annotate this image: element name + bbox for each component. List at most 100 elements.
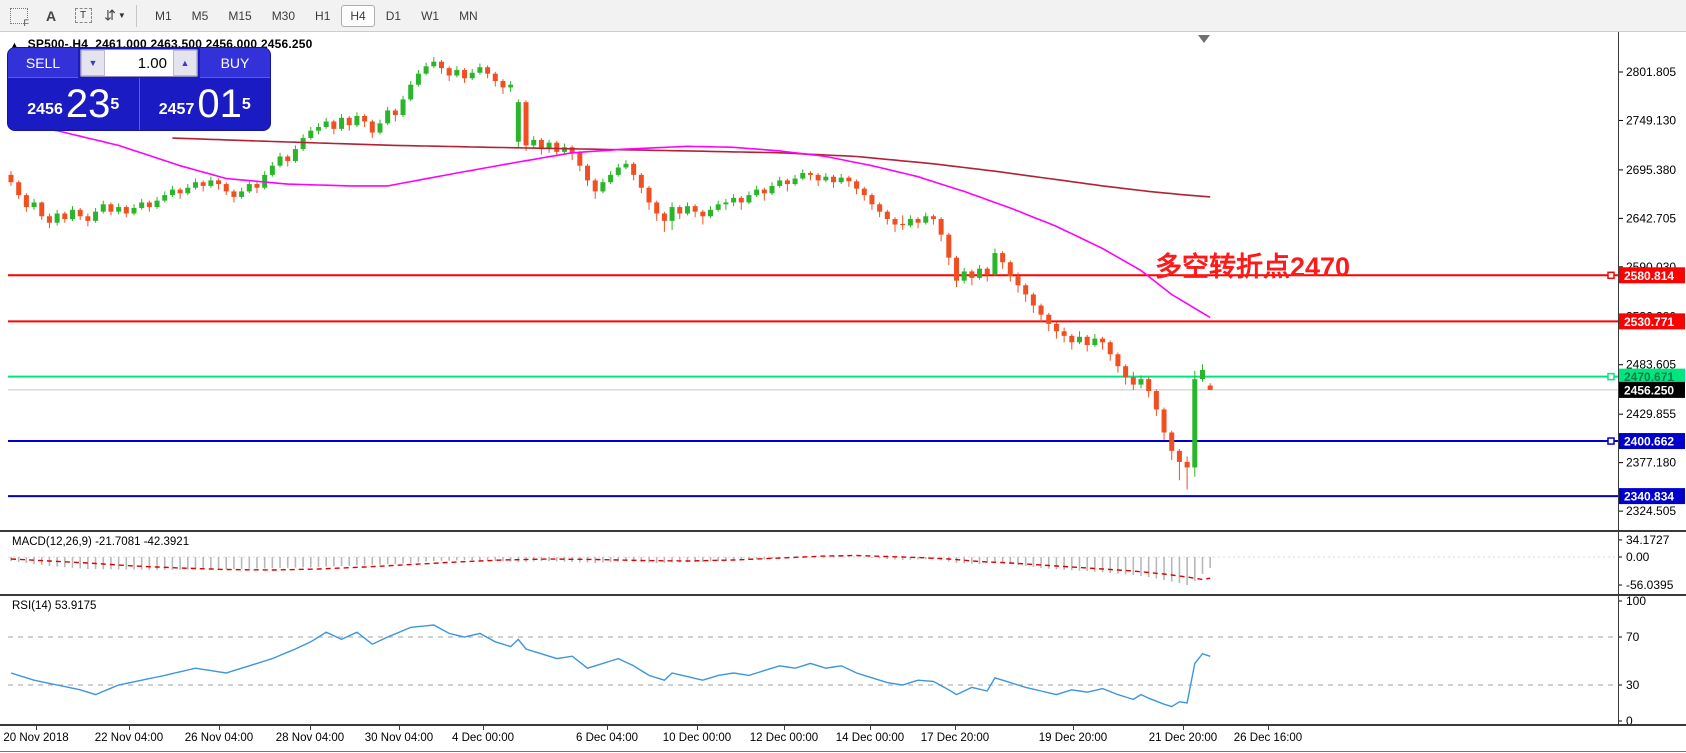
candle-body bbox=[1130, 377, 1136, 385]
candle-body bbox=[8, 174, 14, 183]
rsi-label: RSI(14) 53.9175 bbox=[12, 600, 97, 612]
time-axis-tick bbox=[1268, 726, 1269, 730]
candle-body bbox=[677, 207, 683, 214]
time-axis-label: 10 Dec 00:00 bbox=[662, 732, 732, 744]
candle-body bbox=[192, 182, 198, 188]
window-bottom-border bbox=[0, 751, 1686, 752]
price-axis-tick: 2801.805 bbox=[1626, 65, 1676, 79]
time-axis[interactable]: 20 Nov 2018 22 Nov 04:00 26 Nov 04:00 28 No… bbox=[0, 726, 1686, 753]
candle-body bbox=[1015, 276, 1021, 286]
candle-body bbox=[31, 202, 37, 208]
timeframe-button-mn[interactable]: MN bbox=[459, 8, 478, 23]
candle-body bbox=[538, 139, 544, 150]
candle-body bbox=[938, 219, 944, 235]
macd-signal-line bbox=[10, 554, 1211, 581]
candle-body bbox=[154, 200, 160, 208]
candle-body bbox=[377, 123, 383, 133]
chart-shift-marker-icon bbox=[1198, 35, 1210, 43]
candle-body bbox=[661, 213, 667, 221]
candle-body bbox=[984, 268, 990, 275]
ma-fast-line bbox=[10, 123, 1211, 319]
candle-body bbox=[546, 142, 552, 150]
price-axis-tick: 2483.605 bbox=[1626, 358, 1676, 372]
time-axis-label: 19 Dec 20:00 bbox=[1038, 732, 1108, 744]
candle-body bbox=[362, 115, 368, 122]
time-axis-label: 4 Dec 00:00 bbox=[451, 732, 515, 744]
candle-body bbox=[807, 173, 813, 175]
time-axis-tick bbox=[36, 726, 37, 730]
text-label-icon[interactable]: T bbox=[70, 4, 96, 28]
candle-body bbox=[769, 185, 775, 194]
price-chart-canvas[interactable]: 2801.8052749.1302695.3802642.7052590.030… bbox=[0, 32, 1686, 530]
macd-canvas[interactable]: 34.1727 0.00 -56.0395 bbox=[0, 532, 1686, 594]
timeframe-button-m1[interactable]: M1 bbox=[155, 8, 172, 23]
time-axis-label: 26 Nov 04:00 bbox=[184, 732, 254, 744]
candle-body bbox=[239, 191, 245, 197]
candle-body bbox=[246, 184, 252, 192]
price-tag bbox=[1619, 368, 1685, 385]
candle-body bbox=[954, 257, 960, 281]
time-axis-tick bbox=[483, 726, 484, 730]
candle-body bbox=[285, 156, 291, 162]
candle-body bbox=[185, 187, 191, 194]
candle-body bbox=[861, 188, 867, 196]
rsi-canvas[interactable]: 100 70 30 0 bbox=[0, 596, 1686, 724]
candle-body bbox=[93, 211, 99, 221]
candle-body bbox=[54, 213, 60, 223]
arrange-objects-icon[interactable]: ⇵ ▼ bbox=[104, 7, 126, 23]
candle-body bbox=[1023, 285, 1029, 295]
timeframe-button-m5[interactable]: M5 bbox=[191, 8, 209, 23]
volume-decrease-button[interactable]: ▼ bbox=[81, 50, 105, 76]
buy-price[interactable]: 2457 01 5 bbox=[140, 78, 271, 130]
timeframe-button-m15[interactable]: M15 bbox=[228, 8, 252, 23]
candle-body bbox=[892, 219, 898, 225]
ohlc-high: 2463.500 bbox=[150, 37, 203, 51]
candle-body bbox=[1084, 336, 1090, 346]
candle-body bbox=[431, 61, 437, 67]
line-drag-handle bbox=[1607, 271, 1615, 280]
price-axis-tick: 2324.505 bbox=[1626, 504, 1676, 518]
buy-button[interactable]: BUY bbox=[200, 48, 270, 78]
candle-body bbox=[969, 271, 975, 278]
candle-body bbox=[1199, 369, 1205, 380]
chart-toolbar: A T ⇵▼ M1 M5 M15 M30 H1 H4 D1 W1 MN bbox=[0, 0, 1686, 32]
timeframe-button-h1[interactable]: H1 bbox=[315, 8, 331, 23]
timeframe-button-w1[interactable]: W1 bbox=[421, 8, 440, 23]
candle-body bbox=[731, 197, 737, 203]
timeframe-button-m30[interactable]: M30 bbox=[271, 8, 296, 23]
timeframe-button-d1[interactable]: D1 bbox=[385, 8, 402, 23]
macd-pane[interactable]: 34.1727 0.00 -56.0395 MACD(12,26,9) -21.70… bbox=[0, 532, 1686, 594]
font-a-icon[interactable]: A bbox=[45, 7, 57, 24]
timeframe-button-h4[interactable]: H4 bbox=[341, 4, 375, 27]
sell-price-big: 23 bbox=[65, 82, 111, 126]
candle-body bbox=[1207, 385, 1213, 390]
volume-increase-button[interactable]: ▲ bbox=[173, 50, 197, 76]
candle-body bbox=[269, 165, 275, 175]
time-axis-tick bbox=[607, 726, 608, 730]
rsi-scale-label: 30 bbox=[1626, 678, 1640, 692]
timeframe-button-group: M1 M5 M15 M30 H1 H4 D1 W1 MN bbox=[145, 4, 488, 27]
chart-grid-f-icon[interactable] bbox=[6, 4, 32, 28]
candle-body bbox=[277, 156, 283, 166]
candle-body bbox=[761, 189, 767, 194]
price-chart-pane[interactable]: 2801.805 2749.130 2695.380 2642.705 2590.030… bbox=[0, 32, 1686, 530]
svg-text:2456.250: 2456.250 bbox=[1624, 383, 1674, 397]
candle-body bbox=[323, 121, 329, 128]
rsi-pane[interactable]: 100 70 30 0 RSI(14) 53.9175 bbox=[0, 596, 1686, 724]
candle-body bbox=[877, 204, 883, 212]
price-axis-tick: 2642.705 bbox=[1626, 211, 1676, 225]
time-axis-tick bbox=[310, 726, 311, 730]
candle-body bbox=[746, 195, 752, 203]
candle-body bbox=[116, 207, 122, 212]
pane-divider[interactable] bbox=[0, 530, 1686, 532]
candle-body bbox=[85, 216, 91, 221]
candle-body bbox=[669, 207, 675, 221]
sell-price[interactable]: 2456 23 5 bbox=[8, 78, 140, 130]
sell-button[interactable]: SELL bbox=[8, 48, 78, 78]
candle-body bbox=[838, 177, 844, 183]
pane-divider[interactable] bbox=[0, 594, 1686, 596]
candle-body bbox=[923, 216, 929, 223]
volume-input[interactable] bbox=[105, 50, 173, 76]
candle-body bbox=[216, 180, 222, 185]
candle-body bbox=[1192, 379, 1198, 468]
